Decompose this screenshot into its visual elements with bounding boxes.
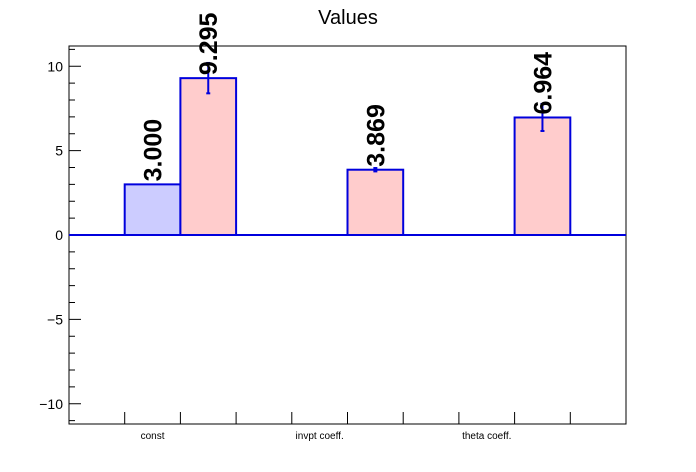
- y-tick-label: 5: [55, 143, 63, 159]
- y-tick-label: 10: [47, 58, 63, 74]
- data-label: 3.869: [362, 104, 390, 167]
- data-label: 3.000: [140, 119, 168, 182]
- data-label: 6.964: [529, 52, 557, 115]
- x-axis: const invpt coeff. theta coeff.: [124, 412, 571, 442]
- y-tick-label: −10: [39, 396, 63, 412]
- x-category-label: const: [141, 431, 165, 442]
- x-category-label: theta coeff.: [462, 431, 511, 442]
- value-labels: 3.000 9.295 3.869 6.964: [140, 12, 558, 181]
- y-tick-label: −5: [47, 311, 63, 327]
- y-tick-label: 0: [55, 227, 63, 243]
- bar: [346, 168, 405, 237]
- x-category-label: invpt coeff.: [296, 431, 344, 442]
- data-label: 9.295: [195, 12, 223, 75]
- bar: [179, 77, 238, 236]
- bar: [123, 183, 182, 236]
- bar: [513, 116, 572, 236]
- chart-title: Values: [318, 7, 378, 29]
- bars: [123, 61, 572, 237]
